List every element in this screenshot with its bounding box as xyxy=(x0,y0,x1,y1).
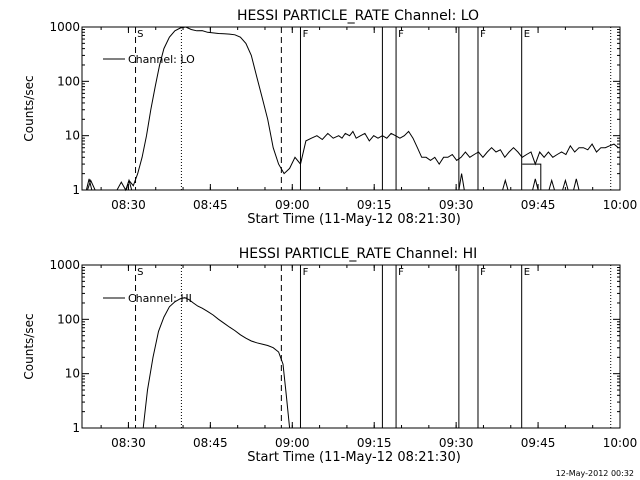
figure-timestamp: 12-May-2012 00:32 xyxy=(555,469,634,478)
baseline-spike-lo xyxy=(458,173,465,191)
x-tick-label-lo: 08:45 xyxy=(193,198,228,212)
x-axis-label-hi: Start Time (11-May-12 08:21:30) xyxy=(247,450,461,465)
flag-label-hi: F xyxy=(480,267,486,278)
y-tick-label-hi: 1000 xyxy=(49,258,80,272)
baseline-spike-lo xyxy=(562,178,569,191)
flag-label-lo: F xyxy=(303,29,309,40)
flag-label-hi: E xyxy=(524,267,530,278)
x-axis-label-lo: Start Time (11-May-12 08:21:30) xyxy=(247,212,461,227)
x-tick-label-hi: 08:30 xyxy=(111,436,146,450)
x-tick-label-lo: 09:15 xyxy=(357,198,392,212)
x-tick-label-hi: 10:00 xyxy=(603,436,638,450)
baseline-spike-lo xyxy=(532,178,539,191)
baseline-spike-lo xyxy=(125,178,133,191)
plot-frame-lo xyxy=(81,26,621,191)
legend-label-lo: Channel: LO xyxy=(128,53,195,66)
series-tail-lo xyxy=(522,163,542,190)
x-tick-label-hi: 08:45 xyxy=(193,436,228,450)
baseline-spike-lo xyxy=(502,178,509,191)
x-tick-label-lo: 09:30 xyxy=(439,198,474,212)
x-tick-label-hi: 09:00 xyxy=(275,436,310,450)
chart-title-hi: HESSI PARTICLE_RATE Channel: HI xyxy=(239,246,477,262)
series-line-hi xyxy=(142,297,291,429)
y-tick-label-lo: 100 xyxy=(57,74,80,88)
flag-label-hi: F xyxy=(303,267,309,278)
baseline-spike-lo xyxy=(548,178,555,191)
baseline-spike-lo xyxy=(573,178,580,191)
flag-label-lo: F xyxy=(398,29,404,40)
series-line-lo xyxy=(82,26,619,192)
y-tick-label-hi: 10 xyxy=(65,367,80,381)
legend-label-hi: Channel: HI xyxy=(128,292,192,305)
x-tick-label-lo: 10:00 xyxy=(603,198,638,212)
y-tick-label-hi: 1 xyxy=(72,421,80,435)
y-tick-label-hi: 100 xyxy=(57,312,80,326)
plot-frame-hi xyxy=(81,264,621,429)
x-tick-label-hi: 09:15 xyxy=(357,436,392,450)
y-axis-label-hi: Counts/sec xyxy=(22,313,36,379)
flag-label-hi: F xyxy=(398,267,404,278)
baseline-spike-lo xyxy=(85,178,93,191)
x-tick-label-lo: 08:30 xyxy=(111,198,146,212)
x-tick-label-lo: 09:00 xyxy=(275,198,310,212)
flag-label-lo: E xyxy=(524,29,530,40)
chart-title-lo: HESSI PARTICLE_RATE Channel: LO xyxy=(237,8,479,24)
y-tick-label-lo: 1000 xyxy=(49,20,80,34)
flag-label-hi: S xyxy=(137,267,143,278)
y-axis-label-lo: Counts/sec xyxy=(22,75,36,141)
x-tick-label-hi: 09:45 xyxy=(521,436,556,450)
flag-label-lo: S xyxy=(137,29,143,40)
y-tick-label-lo: 1 xyxy=(72,183,80,197)
flag-label-lo: F xyxy=(480,29,486,40)
x-tick-label-hi: 09:30 xyxy=(439,436,474,450)
y-tick-label-lo: 10 xyxy=(65,129,80,143)
x-tick-label-lo: 09:45 xyxy=(521,198,556,212)
